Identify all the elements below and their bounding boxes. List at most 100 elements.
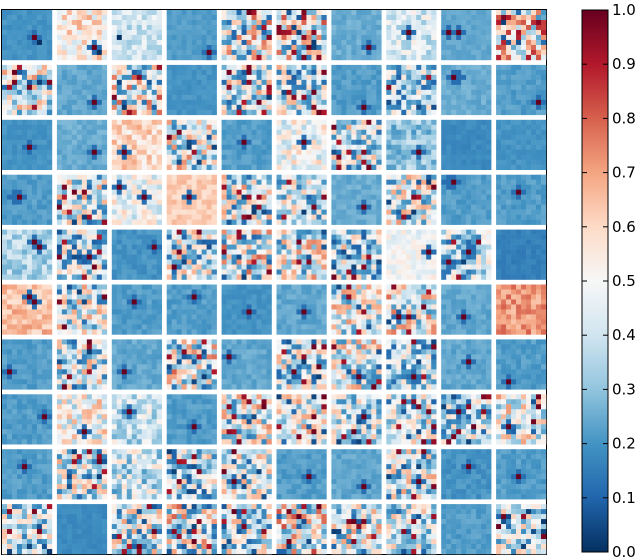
heatmap-cell <box>386 149 392 156</box>
heatmap-cell <box>126 54 133 61</box>
heatmap-cell <box>36 234 43 240</box>
heatmap-cell <box>321 104 327 111</box>
heatmap-cell <box>151 254 158 260</box>
heatmap-cell <box>36 229 43 235</box>
heatmap-cell <box>56 54 63 61</box>
heatmap-cell <box>391 164 397 170</box>
heatmap-cell <box>231 209 237 215</box>
heatmap-cell <box>101 134 108 141</box>
heatmap-cell <box>16 274 23 280</box>
heatmap-cell <box>166 159 172 166</box>
heatmap-cell <box>361 214 367 220</box>
heatmap-cell <box>346 29 352 36</box>
heatmap-cell <box>286 249 292 255</box>
heatmap-cell <box>446 54 452 61</box>
heatmap-cell <box>21 119 28 126</box>
heatmap-cell <box>421 54 427 61</box>
heatmap-cell <box>531 124 537 131</box>
heatmap-cell <box>366 249 372 255</box>
heatmap-cell <box>401 44 407 51</box>
heatmap-cell <box>176 39 182 46</box>
heatmap-cell <box>471 194 477 200</box>
heatmap-cell <box>211 179 217 185</box>
heatmap-cell <box>316 34 322 41</box>
heatmap-cell <box>136 144 143 151</box>
heatmap-cell <box>96 10 103 16</box>
heatmap-cell <box>451 89 457 96</box>
heatmap-cell <box>396 34 402 41</box>
heatmap-cell <box>126 79 133 86</box>
heatmap-cell <box>56 19 63 26</box>
heatmap-cell <box>536 34 542 41</box>
heatmap-cell <box>471 89 477 96</box>
heatmap-cell <box>276 149 282 156</box>
heatmap-cell <box>11 229 18 235</box>
heatmap-cell <box>36 259 43 265</box>
heatmap-cell <box>456 244 462 250</box>
heatmap-cell <box>311 154 317 161</box>
heatmap-cell <box>301 249 307 255</box>
heatmap-cell <box>231 229 237 235</box>
heatmap-cell <box>171 134 177 141</box>
heatmap-cell <box>121 24 128 31</box>
heatmap-cell <box>401 214 407 220</box>
heatmap-cell <box>211 89 217 96</box>
heatmap-cell <box>221 219 227 225</box>
heatmap-cell <box>261 184 267 190</box>
heatmap-cell <box>181 229 187 235</box>
heatmap-cell <box>236 64 242 71</box>
heatmap-cell <box>376 69 382 76</box>
heatmap-cell <box>171 10 177 16</box>
heatmap-cell <box>61 74 68 81</box>
heatmap-cell <box>16 234 23 240</box>
heatmap-cell <box>371 74 377 81</box>
heatmap-cell <box>86 54 93 61</box>
heatmap-cell <box>426 274 432 280</box>
heatmap-cell <box>231 49 237 56</box>
heatmap-tile <box>386 119 437 170</box>
heatmap-cell <box>71 149 78 156</box>
heatmap-cell <box>201 19 207 26</box>
heatmap-cell <box>151 159 158 166</box>
heatmap-cell <box>31 24 38 31</box>
heatmap-cell <box>461 234 467 240</box>
heatmap-cell <box>81 149 88 156</box>
heatmap-cell <box>66 174 73 180</box>
heatmap-cell <box>166 84 172 91</box>
heatmap-cell <box>61 144 68 151</box>
heatmap-cell <box>501 99 507 106</box>
heatmap-cell <box>16 149 23 156</box>
heatmap-cell <box>421 164 427 170</box>
heatmap-cell <box>296 184 302 190</box>
heatmap-cell <box>191 184 197 190</box>
heatmap-cell <box>451 199 457 205</box>
heatmap-cell <box>351 244 357 250</box>
heatmap-cell <box>181 219 187 225</box>
heatmap-cell <box>61 49 68 56</box>
heatmap-cell <box>411 109 417 116</box>
heatmap-cell <box>481 264 487 270</box>
heatmap-cell <box>296 139 302 146</box>
heatmap-cell <box>281 189 287 195</box>
heatmap-cell <box>441 64 447 71</box>
heatmap-cell <box>101 229 108 235</box>
heatmap-cell <box>251 109 257 116</box>
heatmap-cell <box>406 199 412 205</box>
heatmap-cell <box>406 89 412 96</box>
heatmap-cell <box>166 49 172 56</box>
heatmap-cell <box>471 39 477 46</box>
heatmap-cell <box>181 189 187 195</box>
heatmap-cell <box>256 124 262 131</box>
heatmap-cell <box>541 94 547 101</box>
heatmap-cell <box>446 269 452 275</box>
heatmap-cell <box>311 79 317 86</box>
heatmap-cell <box>241 234 247 240</box>
heatmap-cell <box>66 104 73 111</box>
heatmap-cell <box>471 209 477 215</box>
heatmap-cell <box>131 24 138 31</box>
heatmap-cell <box>246 234 252 240</box>
heatmap-cell <box>541 219 547 225</box>
heatmap-cell <box>6 204 13 210</box>
heatmap-cell <box>141 109 148 116</box>
heatmap-cell <box>56 254 63 260</box>
